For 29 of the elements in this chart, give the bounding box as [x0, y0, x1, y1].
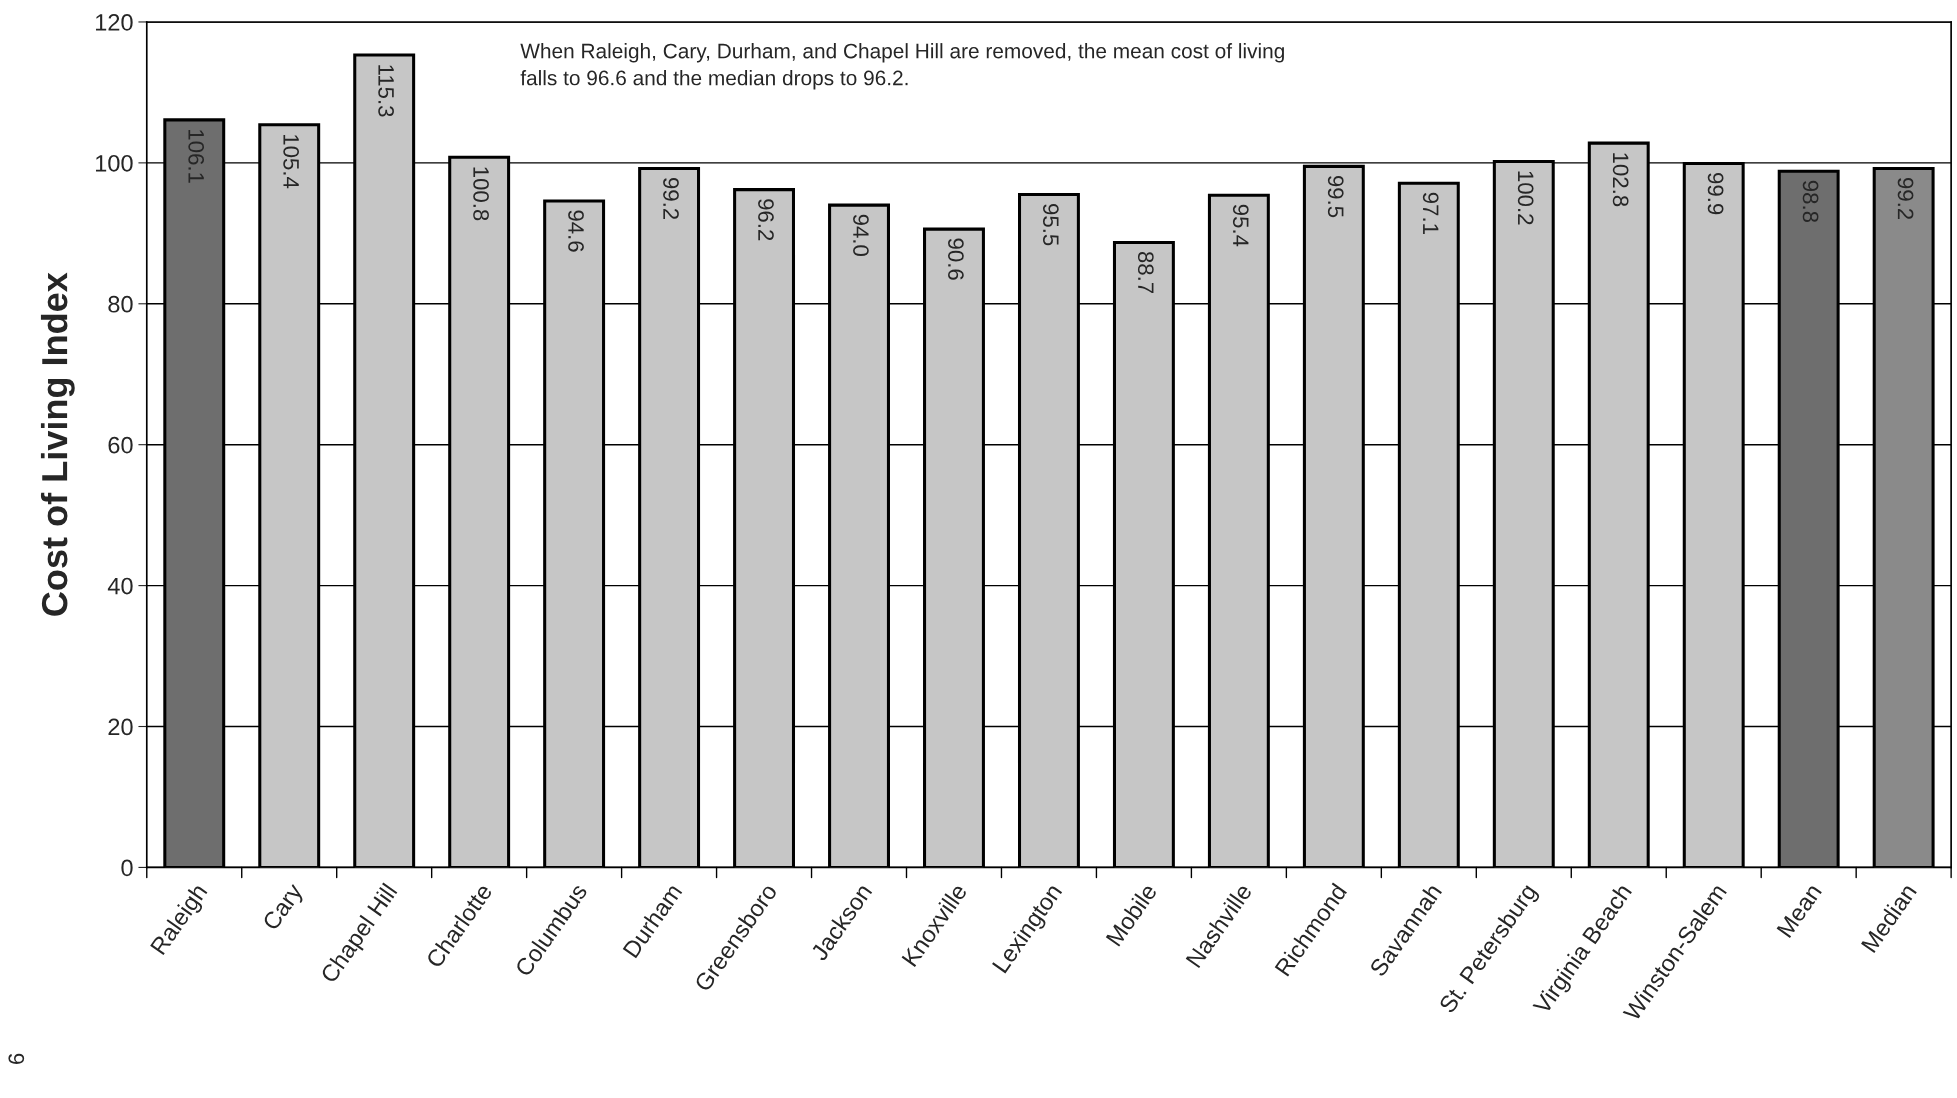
data-label: 98.8: [1802, 180, 1819, 223]
y-tick-label: 80: [108, 295, 133, 313]
data-label: 100.2: [1517, 171, 1534, 225]
data-label: 115.3: [378, 65, 394, 117]
y-tick-label: 0: [121, 859, 133, 877]
data-label: 94.0: [853, 214, 869, 256]
data-label: 99.2: [663, 178, 679, 220]
y-axis-title: Cost of Living Index: [40, 272, 75, 616]
data-label: 99.2: [1897, 178, 1914, 220]
data-label: 96.2: [758, 199, 774, 241]
data-label: 95.4: [1232, 204, 1249, 247]
y-tick-label: 60: [108, 436, 133, 454]
y-tick-label: 40: [107, 577, 133, 595]
data-label: 95.5: [1042, 204, 1059, 246]
data-label: 106.1: [188, 130, 205, 183]
data-label: 90.6: [948, 238, 964, 280]
text: 6: [8, 1053, 25, 1064]
data-label: 99.5: [1327, 175, 1344, 218]
y-tick-label: 120: [95, 14, 133, 31]
annotation: When Raleigh, Cary, Durham, and Chapel Hill are removed, the mean cost of living falls to 96.6 and the median drops to 96.2.: [520, 43, 1284, 90]
data-label: 88.7: [1137, 251, 1154, 294]
data-label: 99.9: [1707, 173, 1724, 215]
y-tick-label: 100: [95, 154, 133, 172]
data-label: 94.6: [568, 210, 584, 252]
data-label: 102.8: [1612, 153, 1629, 207]
data-label: 100.8: [473, 167, 489, 221]
y-tick-label: 20: [108, 718, 133, 736]
data-label: 105.4: [283, 134, 299, 189]
data-label: 97.1: [1422, 192, 1439, 234]
